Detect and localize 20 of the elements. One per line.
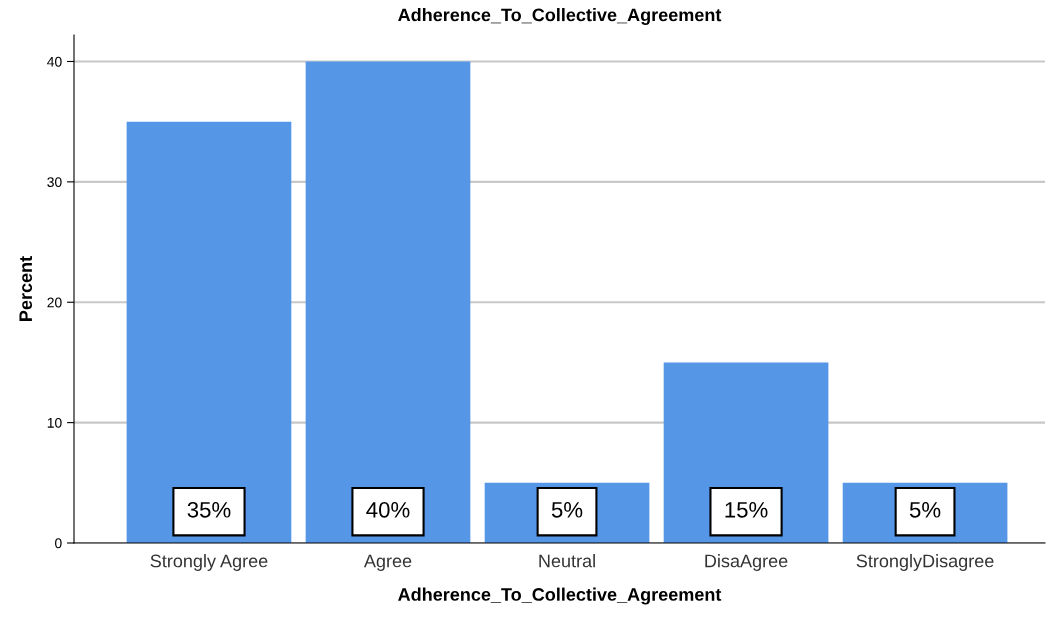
y-tick-label: 40 <box>47 56 62 67</box>
x-tick-label: Neutral <box>539 554 595 568</box>
y-axis-title: Percent <box>19 256 33 321</box>
data-label: 5% <box>909 502 941 518</box>
data-label: 15% <box>725 502 768 518</box>
x-axis-title: Adherence_To_Collective_Agreement <box>398 587 722 605</box>
chart-title: Adherence_To_Collective_Agreement <box>398 8 722 25</box>
y-tick-label: 10 <box>47 417 62 428</box>
x-tick-label: Agree <box>363 554 412 571</box>
data-label: 35% <box>187 501 231 518</box>
y-tick-label: 20 <box>47 297 62 308</box>
x-tick-label: DisaAgree <box>705 554 788 571</box>
y-tick-label: 30 <box>47 177 62 188</box>
bar <box>126 121 292 543</box>
x-tick-label: StronglyDisagree <box>856 554 994 571</box>
x-tick-label: Strongly Agree <box>150 554 268 571</box>
y-tick-label: 0 <box>55 538 62 549</box>
data-label: 40% <box>366 501 410 518</box>
data-label: 5% <box>551 502 583 518</box>
bar <box>305 61 471 543</box>
